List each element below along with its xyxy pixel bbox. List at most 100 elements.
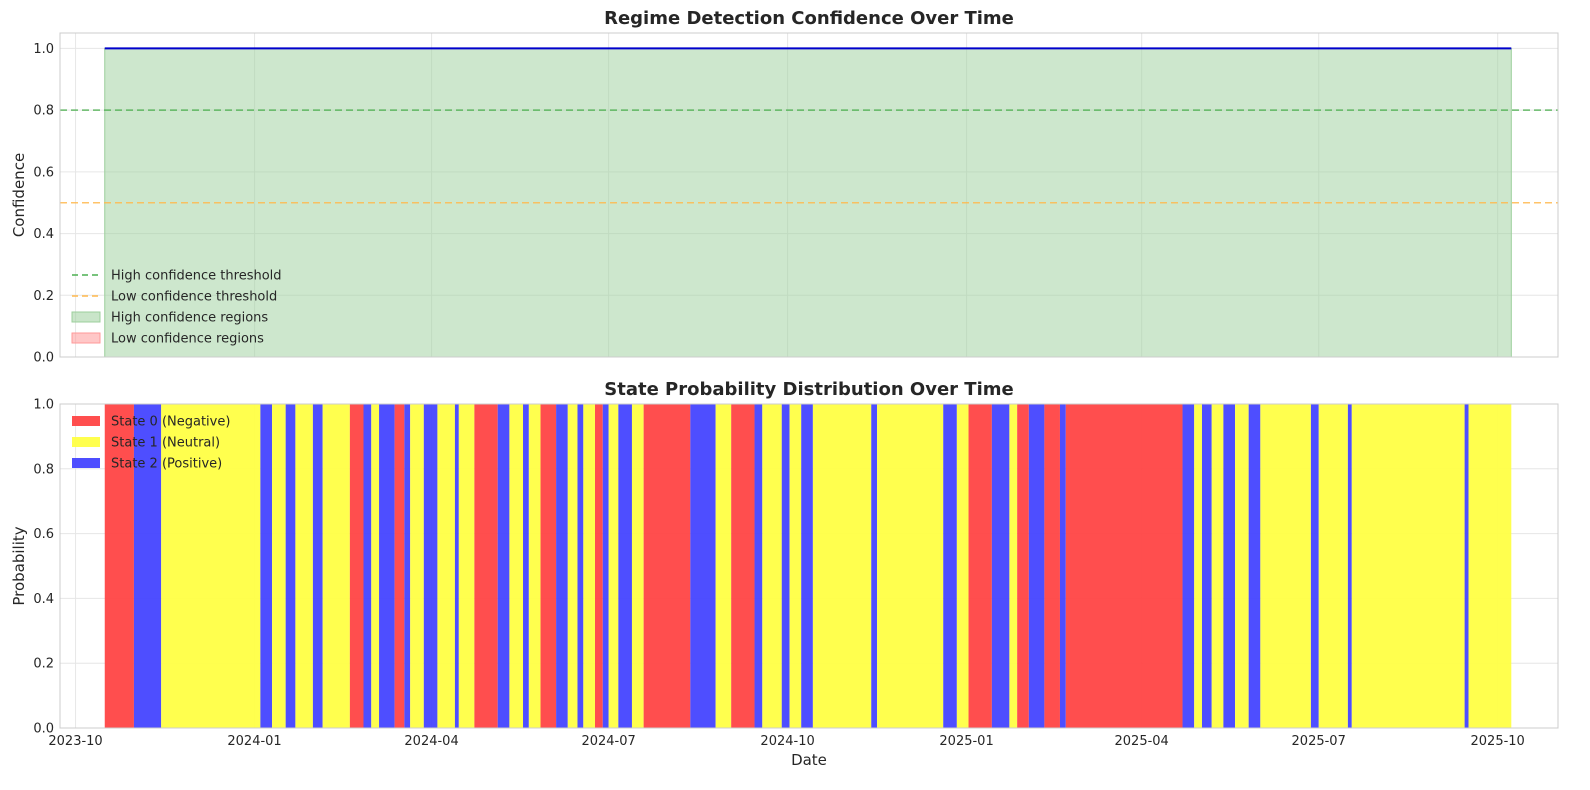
state-1-neutral-band [1009, 404, 1018, 728]
state-legend-swatch [72, 416, 100, 426]
state-2-positive-band [577, 404, 584, 728]
state-1-neutral-band [371, 404, 380, 728]
y-tick-label: 0.4 [33, 227, 54, 242]
x-tick-label: 2024-07 [581, 734, 635, 749]
x-tick-label: 2024-01 [227, 734, 281, 749]
state-0-negative-band [968, 404, 992, 728]
state-2-positive-band [690, 404, 716, 728]
state-1-neutral-band [322, 404, 350, 728]
state-2-positive-band [1223, 404, 1236, 728]
state-0-negative-band [540, 404, 557, 728]
x-tick-label: 2025-10 [1471, 734, 1525, 749]
state-probability-chart-panel: 0.0 0.2 0.4 0.6 0.8 1.0 2023-10 2024-01 2024-04… [10, 379, 1559, 769]
state-1-neutral-band [812, 404, 872, 728]
state-probability-x-ticks: 2023-10 2024-01 2024-04 2024-07 2024-10 2025-… [48, 734, 1524, 749]
y-tick-label: 0.2 [33, 657, 54, 672]
confidence-legend-label: High confidence threshold [111, 269, 282, 284]
state-1-neutral-band [437, 404, 455, 728]
state-2-positive-band [754, 404, 763, 728]
state-0-negative-band [394, 404, 405, 728]
confidence-legend-label: High confidence regions [111, 311, 268, 326]
state-0-negative-band [349, 404, 364, 728]
state-0-negative-band [474, 404, 498, 728]
state-2-positive-band [871, 404, 878, 728]
state-0-negative-band [104, 404, 134, 728]
state-probability-chart-title: State Probability Distribution Over Time [604, 379, 1013, 400]
confidence-legend-label: Low confidence threshold [111, 290, 277, 305]
state-2-positive-band [602, 404, 609, 728]
state-probability-y-axis-label: Probability [10, 526, 28, 605]
state-1-neutral-band [567, 404, 578, 728]
state-1-neutral-band [762, 404, 782, 728]
state-2-positive-band [1028, 404, 1045, 728]
state-1-neutral-band [1235, 404, 1249, 728]
state-2-positive-band [943, 404, 957, 728]
y-tick-label: 0.8 [33, 462, 54, 477]
confidence-marks [60, 47, 1558, 358]
x-tick-label: 2024-04 [404, 734, 458, 749]
x-tick-label: 2023-10 [48, 734, 102, 749]
x-tick-label: 2025-01 [939, 734, 993, 749]
state-2-positive-band [1248, 404, 1261, 728]
y-tick-label: 0.8 [33, 104, 54, 119]
confidence-y-axis-label: Confidence [10, 153, 28, 237]
state-0-negative-band [1044, 404, 1060, 728]
state-1-neutral-band [161, 404, 261, 728]
y-tick-label: 0.0 [33, 351, 54, 366]
state-1-neutral-band [528, 404, 541, 728]
state-2-positive-band [497, 404, 510, 728]
state-1-neutral-band [1211, 404, 1224, 728]
state-2-positive-band [801, 404, 813, 728]
state-2-positive-band [1182, 404, 1195, 728]
y-tick-label: 1.0 [33, 398, 54, 413]
state-probability-x-axis-label: Date [791, 751, 827, 769]
state-probability-y-ticks: 0.0 0.2 0.4 0.6 0.8 1.0 [33, 398, 54, 737]
y-tick-label: 0.0 [33, 722, 54, 737]
state-2-positive-band [133, 404, 162, 728]
state-legend-label: State 1 (Neutral) [111, 436, 220, 451]
x-tick-label: 2024-10 [760, 734, 814, 749]
state-1-neutral-band [608, 404, 619, 728]
state-2-positive-band [312, 404, 323, 728]
state-2-positive-band [1201, 404, 1212, 728]
confidence-y-ticks: 0.0 0.2 0.4 0.6 0.8 1.0 [33, 42, 54, 366]
state-1-neutral-band [1468, 404, 1512, 728]
state-1-neutral-band [956, 404, 969, 728]
state-probability-marks [104, 404, 1512, 728]
x-tick-label: 2025-07 [1292, 734, 1346, 749]
state-2-positive-band [423, 404, 438, 728]
state-legend-label: State 0 (Negative) [111, 415, 230, 430]
state-1-neutral-band [410, 404, 424, 728]
state-0-negative-band [643, 404, 691, 728]
state-1-neutral-band [631, 404, 644, 728]
low-region-legend-swatch [71, 332, 101, 344]
state-1-neutral-band [272, 404, 286, 728]
state-1-neutral-band [1194, 404, 1202, 728]
state-1-neutral-band [509, 404, 524, 728]
y-tick-label: 0.4 [33, 592, 54, 607]
confidence-axes-frame [59, 32, 1559, 358]
state-2-positive-band [260, 404, 273, 728]
state-2-positive-band [781, 404, 790, 728]
state-probability-legend: State 0 (Negative) State 1 (Neutral) State… [72, 415, 230, 472]
state-2-positive-band [556, 404, 568, 728]
state-2-positive-band [363, 404, 372, 728]
state-0-negative-band [595, 404, 603, 728]
y-tick-label: 0.6 [33, 527, 54, 542]
state-2-positive-band [404, 404, 411, 728]
confidence-chart-panel: 0.0 0.2 0.4 0.6 0.8 1.0 Regime Detection Conf… [10, 8, 1559, 366]
y-tick-label: 1.0 [33, 42, 54, 57]
confidence-legend-label: Low confidence regions [111, 332, 264, 347]
high-region-legend-swatch [71, 311, 101, 323]
state-legend-label: State 2 (Positive) [111, 457, 222, 472]
state-2-positive-band [523, 404, 529, 728]
state-0-negative-band [1017, 404, 1029, 728]
state-1-neutral-band [1260, 404, 1311, 728]
state-1-neutral-band [877, 404, 944, 728]
y-tick-label: 0.2 [33, 289, 54, 304]
state-0-negative-band [731, 404, 755, 728]
state-1-neutral-band [1318, 404, 1348, 728]
state-legend-swatch [72, 458, 100, 468]
y-tick-label: 0.6 [33, 165, 54, 180]
